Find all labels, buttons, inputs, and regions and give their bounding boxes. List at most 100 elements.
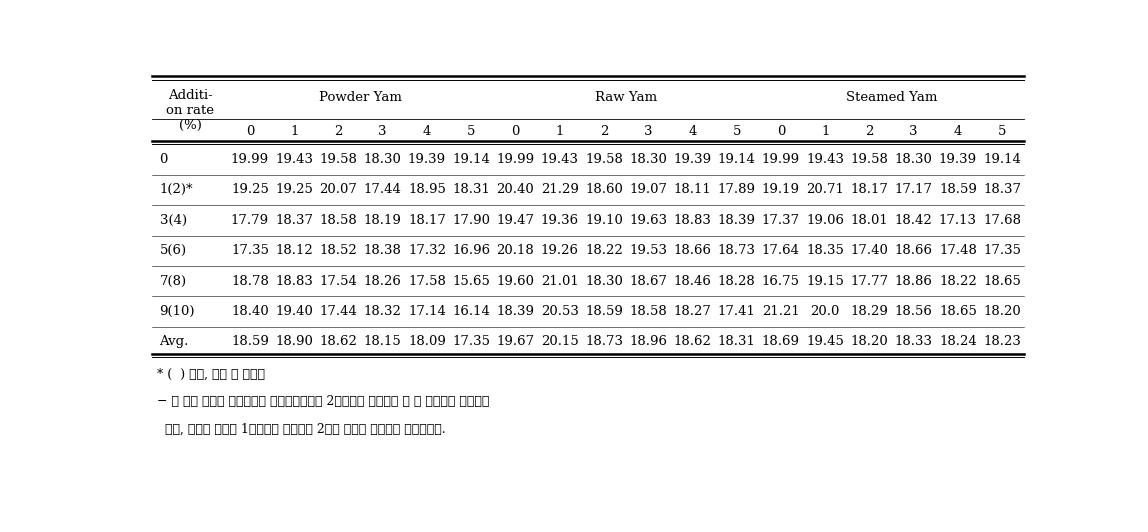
Text: 18.30: 18.30 (894, 153, 932, 166)
Text: 3: 3 (379, 126, 387, 138)
Text: 1: 1 (290, 126, 298, 138)
Text: 18.90: 18.90 (276, 336, 313, 348)
Text: 4: 4 (689, 126, 697, 138)
Text: 5: 5 (998, 126, 1007, 138)
Text: 18.40: 18.40 (231, 305, 269, 318)
Text: 18.39: 18.39 (496, 305, 535, 318)
Text: 18.73: 18.73 (585, 336, 623, 348)
Text: 17.35: 17.35 (452, 336, 490, 348)
Text: 18.39: 18.39 (718, 214, 755, 227)
Text: 7(8): 7(8) (160, 275, 187, 288)
Text: 21.21: 21.21 (762, 305, 800, 318)
Text: 17.32: 17.32 (408, 244, 445, 257)
Text: 19.25: 19.25 (276, 184, 313, 196)
Text: 18.22: 18.22 (585, 244, 623, 257)
Text: 18.59: 18.59 (939, 184, 977, 196)
Text: 2: 2 (334, 126, 342, 138)
Text: 18.96: 18.96 (629, 336, 667, 348)
Text: 18.78: 18.78 (231, 275, 269, 288)
Text: 18.59: 18.59 (231, 336, 269, 348)
Text: 18.19: 18.19 (364, 214, 402, 227)
Text: 19.45: 19.45 (806, 336, 844, 348)
Text: 으며, 단백질 함량은 1개월까지 증가되다 2개월 후부터 감소되는 경향이었다.: 으며, 단백질 함량은 1개월까지 증가되다 2개월 후부터 감소되는 경향이었… (157, 422, 445, 435)
Text: 17.44: 17.44 (319, 305, 357, 318)
Text: 21.29: 21.29 (541, 184, 579, 196)
Text: 19.36: 19.36 (541, 214, 579, 227)
Text: 18.31: 18.31 (452, 184, 490, 196)
Text: 18.30: 18.30 (585, 275, 623, 288)
Text: 19.60: 19.60 (496, 275, 535, 288)
Text: 1: 1 (821, 126, 829, 138)
Text: 18.17: 18.17 (851, 184, 889, 196)
Text: 3: 3 (909, 126, 918, 138)
Text: 4: 4 (954, 126, 962, 138)
Text: 18.58: 18.58 (629, 305, 667, 318)
Text: 19.14: 19.14 (983, 153, 1021, 166)
Text: 17.44: 17.44 (364, 184, 402, 196)
Text: 2: 2 (599, 126, 608, 138)
Text: 2: 2 (866, 126, 874, 138)
Text: 17.68: 17.68 (983, 214, 1022, 227)
Text: 18.15: 18.15 (364, 336, 402, 348)
Text: 5: 5 (467, 126, 475, 138)
Text: 18.65: 18.65 (939, 305, 977, 318)
Text: 18.22: 18.22 (939, 275, 977, 288)
Text: 18.86: 18.86 (894, 275, 932, 288)
Text: 18.95: 18.95 (408, 184, 445, 196)
Text: 3(4): 3(4) (160, 214, 187, 227)
Text: Raw Yam: Raw Yam (595, 92, 657, 104)
Text: 18.35: 18.35 (806, 244, 844, 257)
Text: 20.18: 20.18 (497, 244, 534, 257)
Text: 18.20: 18.20 (851, 336, 889, 348)
Text: 20.40: 20.40 (497, 184, 534, 196)
Text: 19.47: 19.47 (496, 214, 535, 227)
Text: 19.39: 19.39 (674, 153, 712, 166)
Text: 18.52: 18.52 (319, 244, 357, 257)
Text: 19.14: 19.14 (452, 153, 490, 166)
Text: 20.07: 20.07 (319, 184, 357, 196)
Text: 18.01: 18.01 (851, 214, 889, 227)
Text: 16.14: 16.14 (452, 305, 490, 318)
Text: 18.27: 18.27 (674, 305, 712, 318)
Text: 19.99: 19.99 (231, 153, 269, 166)
Text: 18.09: 18.09 (408, 336, 445, 348)
Text: 17.89: 17.89 (718, 184, 755, 196)
Text: 1: 1 (556, 126, 564, 138)
Text: 19.06: 19.06 (806, 214, 844, 227)
Text: 19.39: 19.39 (408, 153, 447, 166)
Text: 18.37: 18.37 (983, 184, 1022, 196)
Text: 18.59: 18.59 (585, 305, 623, 318)
Text: 19.53: 19.53 (629, 244, 667, 257)
Text: 18.65: 18.65 (983, 275, 1021, 288)
Text: 18.32: 18.32 (364, 305, 402, 318)
Text: 16.96: 16.96 (452, 244, 490, 257)
Text: 18.11: 18.11 (674, 184, 712, 196)
Text: 17.90: 17.90 (452, 214, 490, 227)
Text: 17.77: 17.77 (851, 275, 889, 288)
Text: 19.43: 19.43 (806, 153, 844, 166)
Text: 19.67: 19.67 (496, 336, 535, 348)
Text: − 마 첨가 된장의 숙성기간중 아미노태질소는 2개월까지 증가되다 그 후 감소하는 경향이었: − 마 첨가 된장의 숙성기간중 아미노태질소는 2개월까지 증가되다 그 후 … (157, 395, 489, 408)
Text: 17.40: 17.40 (851, 244, 889, 257)
Text: 17.14: 17.14 (408, 305, 445, 318)
Text: 18.60: 18.60 (585, 184, 623, 196)
Text: 19.63: 19.63 (629, 214, 667, 227)
Text: Avg.: Avg. (160, 336, 189, 348)
Text: 17.41: 17.41 (718, 305, 755, 318)
Text: 17.79: 17.79 (231, 214, 269, 227)
Text: 18.30: 18.30 (364, 153, 402, 166)
Text: 18.66: 18.66 (674, 244, 712, 257)
Text: 18.31: 18.31 (718, 336, 755, 348)
Text: 0: 0 (511, 126, 520, 138)
Text: 17.58: 17.58 (408, 275, 445, 288)
Text: 19.99: 19.99 (762, 153, 800, 166)
Text: 20.0: 20.0 (810, 305, 840, 318)
Text: 18.38: 18.38 (364, 244, 402, 257)
Text: 18.83: 18.83 (276, 275, 313, 288)
Text: 18.69: 18.69 (762, 336, 800, 348)
Text: 19.10: 19.10 (585, 214, 623, 227)
Text: 18.26: 18.26 (364, 275, 402, 288)
Text: 19.26: 19.26 (541, 244, 579, 257)
Text: * (  ) 생마, 증자 마 첨가량: * ( ) 생마, 증자 마 첨가량 (157, 368, 265, 380)
Text: 5: 5 (732, 126, 740, 138)
